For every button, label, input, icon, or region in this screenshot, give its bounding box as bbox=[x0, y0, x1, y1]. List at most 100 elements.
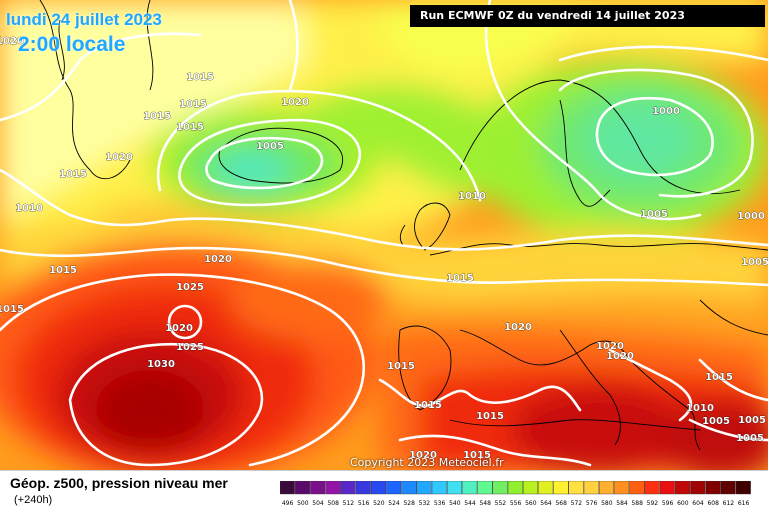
isobar-label: 1015 bbox=[49, 265, 77, 276]
isobar-label: 1005 bbox=[738, 415, 766, 426]
map-title: Géop. z500, pression niveau mer bbox=[10, 475, 228, 491]
legend-value: 584 bbox=[616, 500, 628, 507]
isobar-label: 1020 bbox=[165, 323, 193, 334]
legend-swatch bbox=[462, 481, 478, 495]
isobar-labels: 1015 1015 1015 1015 1020 1005 1020 1015 1010 1015… bbox=[0, 36, 768, 462]
legend-value: 604 bbox=[692, 500, 704, 507]
geopotential-map: 1015 1015 1015 1015 1020 1005 1020 1015 1010 1015… bbox=[0, 0, 768, 470]
legend-value: 528 bbox=[403, 500, 415, 507]
isobar-label: 1025 bbox=[176, 282, 204, 293]
legend-value: 512 bbox=[343, 500, 355, 507]
legend-value: 564 bbox=[540, 500, 552, 507]
legend-value: 504 bbox=[312, 500, 324, 507]
legend-swatch bbox=[431, 481, 447, 495]
legend-value: 612 bbox=[723, 500, 735, 507]
legend-value: 592 bbox=[647, 500, 659, 507]
legend-swatch bbox=[599, 481, 615, 495]
legend-value: 516 bbox=[358, 500, 370, 507]
footer-bar: Géop. z500, pression niveau mer (+240h) … bbox=[0, 470, 768, 512]
isobars bbox=[0, 0, 768, 467]
geopotential-field bbox=[0, 0, 768, 470]
legend-swatch bbox=[675, 481, 691, 495]
legend-swatch bbox=[401, 481, 417, 495]
legend-swatch bbox=[614, 481, 630, 495]
legend-value: 540 bbox=[449, 500, 461, 507]
color-legend: 496 500 504 508 512 516 520 524 528 532 536 540 544 5… bbox=[280, 481, 751, 507]
isobar-label: 1000 bbox=[652, 106, 680, 117]
legend-swatch bbox=[690, 481, 706, 495]
legend-swatch bbox=[644, 481, 660, 495]
legend-value: 608 bbox=[707, 500, 719, 507]
coastlines bbox=[39, 0, 768, 451]
legend-value: 572 bbox=[571, 500, 583, 507]
isobar-label: 1015 bbox=[59, 169, 87, 180]
legend-swatch bbox=[583, 481, 599, 495]
isobar-label: 1030 bbox=[147, 359, 175, 370]
isobar-label: 1020 bbox=[409, 450, 437, 461]
legend-value: 536 bbox=[434, 500, 446, 507]
legend-swatch bbox=[659, 481, 675, 495]
isobar-label: 1015 bbox=[143, 111, 171, 122]
legend-swatch bbox=[416, 481, 432, 495]
legend-value: 588 bbox=[631, 500, 643, 507]
legend-swatch bbox=[568, 481, 584, 495]
legend-value: 496 bbox=[282, 500, 294, 507]
run-info: Run ECMWF 0Z du vendredi 14 juillet 2023 bbox=[410, 5, 765, 27]
isobar-label: 1020 bbox=[281, 97, 309, 108]
legend-swatch bbox=[492, 481, 508, 495]
isobar-label: 1005 bbox=[256, 141, 284, 152]
isobar-label: 1005 bbox=[736, 433, 764, 444]
forecast-offset: (+240h) bbox=[14, 494, 53, 506]
legend-swatch bbox=[280, 481, 295, 495]
legend-value: 520 bbox=[373, 500, 385, 507]
forecast-date: lundi 24 juillet 2023 bbox=[6, 10, 162, 29]
isobar-label: 1000 bbox=[737, 211, 765, 222]
legend-value: 596 bbox=[662, 500, 674, 507]
legend-value: 556 bbox=[510, 500, 522, 507]
legend-value: 616 bbox=[738, 500, 750, 507]
isobar-label: 1005 bbox=[640, 209, 668, 220]
isobar-label: 1015 bbox=[705, 372, 733, 383]
legend-swatch bbox=[477, 481, 493, 495]
isobar-label: 1010 bbox=[458, 191, 486, 202]
legend-swatch bbox=[355, 481, 371, 495]
isobar-label: 1005 bbox=[702, 416, 730, 427]
legend-swatch bbox=[325, 481, 341, 495]
legend-swatch bbox=[522, 481, 538, 495]
legend-value: 544 bbox=[464, 500, 476, 507]
isobar-label: 1015 bbox=[387, 361, 415, 372]
isobar-label: 1010 bbox=[15, 203, 43, 214]
legend-value: 524 bbox=[388, 500, 400, 507]
isobar-label: 1015 bbox=[179, 99, 207, 110]
legend-swatch bbox=[705, 481, 721, 495]
isobar-label: 1020 bbox=[606, 351, 634, 362]
legend-value: 552 bbox=[495, 500, 507, 507]
legend-swatch bbox=[370, 481, 386, 495]
legend-swatch bbox=[446, 481, 462, 495]
legend-swatch bbox=[386, 481, 402, 495]
isobar-label: 1020 bbox=[105, 152, 133, 163]
isobar-label: 1020 bbox=[504, 322, 532, 333]
isobar-label: 1020 bbox=[204, 254, 232, 265]
copyright: Copyright 2023 Meteociel.fr bbox=[350, 456, 504, 469]
legend-value: 500 bbox=[297, 500, 309, 507]
isobar-label: 1015 bbox=[186, 72, 214, 83]
legend-value: 508 bbox=[327, 500, 339, 507]
legend-swatch bbox=[507, 481, 523, 495]
legend-swatch bbox=[735, 481, 751, 495]
legend-swatch bbox=[538, 481, 554, 495]
isobar-label: 1020 bbox=[0, 36, 24, 47]
legend-swatch bbox=[310, 481, 326, 495]
isobar-label: 1015 bbox=[176, 122, 204, 133]
forecast-time: 2:00 locale bbox=[18, 33, 126, 56]
legend-value: 600 bbox=[677, 500, 689, 507]
isobar-label: 1020 bbox=[596, 341, 624, 352]
legend-swatch bbox=[294, 481, 311, 495]
isobar-label: 1010 bbox=[686, 403, 714, 414]
isobar-label: 1015 bbox=[414, 400, 442, 411]
isobar-label: 1015 bbox=[463, 450, 491, 461]
legend-swatch bbox=[553, 481, 569, 495]
isobar-label: 1015 bbox=[0, 304, 24, 315]
legend-value: 532 bbox=[419, 500, 431, 507]
